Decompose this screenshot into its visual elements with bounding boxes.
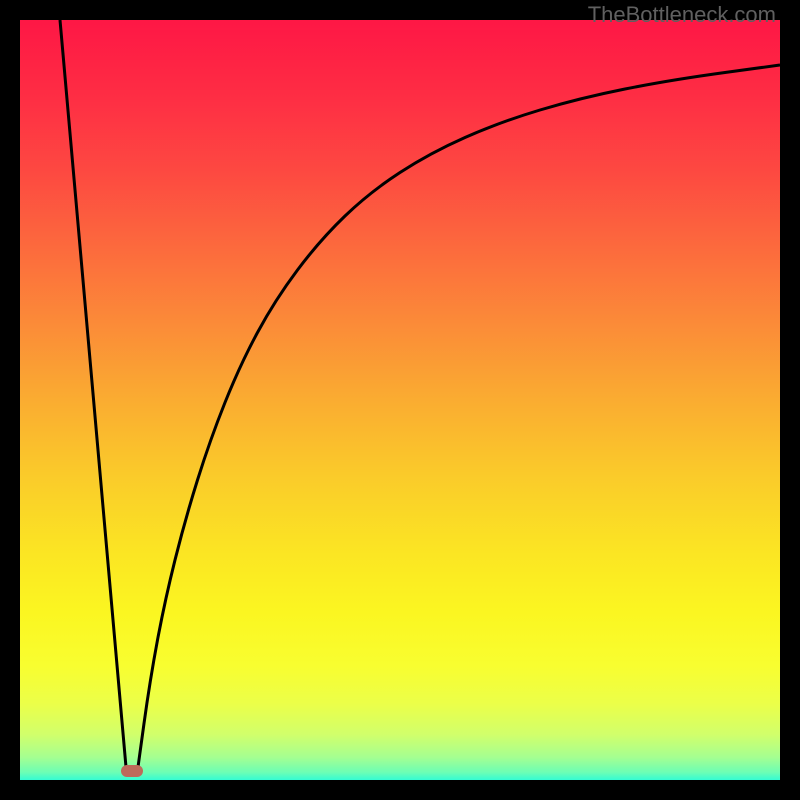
bottleneck-curve — [20, 20, 780, 780]
chart-plot-area — [20, 20, 780, 780]
bottleneck-marker — [121, 765, 143, 777]
watermark-text: TheBottleneck.com — [588, 2, 776, 28]
